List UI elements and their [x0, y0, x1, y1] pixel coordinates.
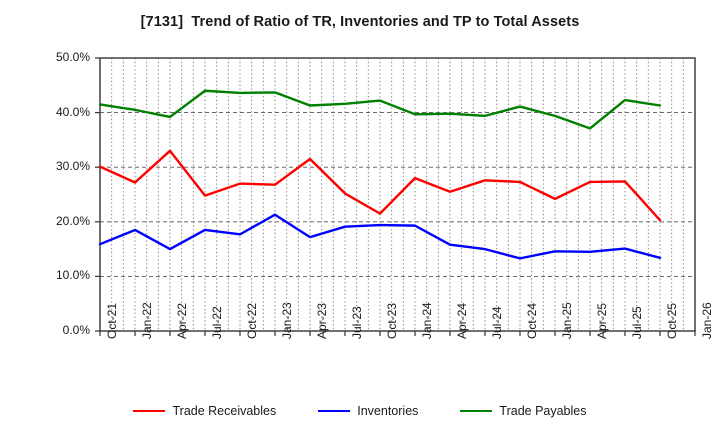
legend-line-swatch	[133, 410, 166, 412]
x-axis-tick-label: Oct-24	[525, 302, 539, 339]
legend-item[interactable]: Inventories	[318, 404, 418, 418]
legend-line-swatch	[460, 410, 493, 412]
x-axis-tick-label: Jan-25	[560, 302, 574, 339]
series-line-trade-payables	[98, 89, 662, 130]
y-axis-tick-label: 50.0%	[55, 50, 90, 64]
x-axis-tick-label: Jan-26	[700, 302, 714, 339]
x-axis-tick-label: Apr-23	[315, 302, 329, 339]
x-axis-tick-label: Oct-21	[105, 302, 119, 339]
legend-item-label: Trade Payables	[499, 404, 587, 418]
chart-legend: Trade Receivables Inventories Trade Payabl…	[0, 404, 720, 418]
series-line-inventories	[98, 213, 662, 260]
x-axis-tick-label: Jul-22	[210, 306, 224, 339]
y-axis-tick-label: 0.0%	[62, 323, 90, 337]
chart-title: [7131] Trend of Ratio of TR, Inventories…	[140, 14, 580, 30]
x-axis-tick-label: Jul-23	[350, 306, 364, 339]
x-axis-tick-label: Apr-22	[175, 302, 189, 339]
x-axis-tick-label: Jul-24	[490, 306, 504, 339]
x-axis-tick-label: Jan-22	[140, 302, 154, 339]
legend-item[interactable]: Trade Receivables	[133, 404, 276, 418]
x-axis-tick-label: Jul-25	[630, 306, 644, 339]
plot-frame	[99, 57, 696, 332]
legend-item-label: Trade Receivables	[172, 404, 277, 418]
y-axis-tick-label: 20.0%	[55, 213, 90, 228]
y-axis-tick-label: 10.0%	[55, 268, 90, 283]
x-axis-tick-label: Apr-25	[595, 302, 609, 339]
x-axis-tick-label: Apr-24	[455, 302, 469, 339]
x-axis-tick-label: Jan-23	[280, 302, 294, 339]
y-axis-tick-label: 40.0%	[55, 104, 90, 119]
x-axis-tick-label: Oct-23	[385, 302, 399, 339]
x-axis-tick-label: Oct-25	[665, 302, 679, 339]
series-line-trade-receivables	[98, 149, 662, 222]
legend-line-swatch	[318, 410, 351, 412]
legend-item-label: Inventories	[357, 404, 419, 418]
y-axis-tick-label: 30.0%	[55, 159, 90, 174]
legend-item[interactable]: Trade Payables	[460, 404, 587, 418]
x-axis-tick-label: Oct-22	[245, 302, 259, 339]
x-axis-tick-label: Jan-24	[420, 302, 434, 339]
